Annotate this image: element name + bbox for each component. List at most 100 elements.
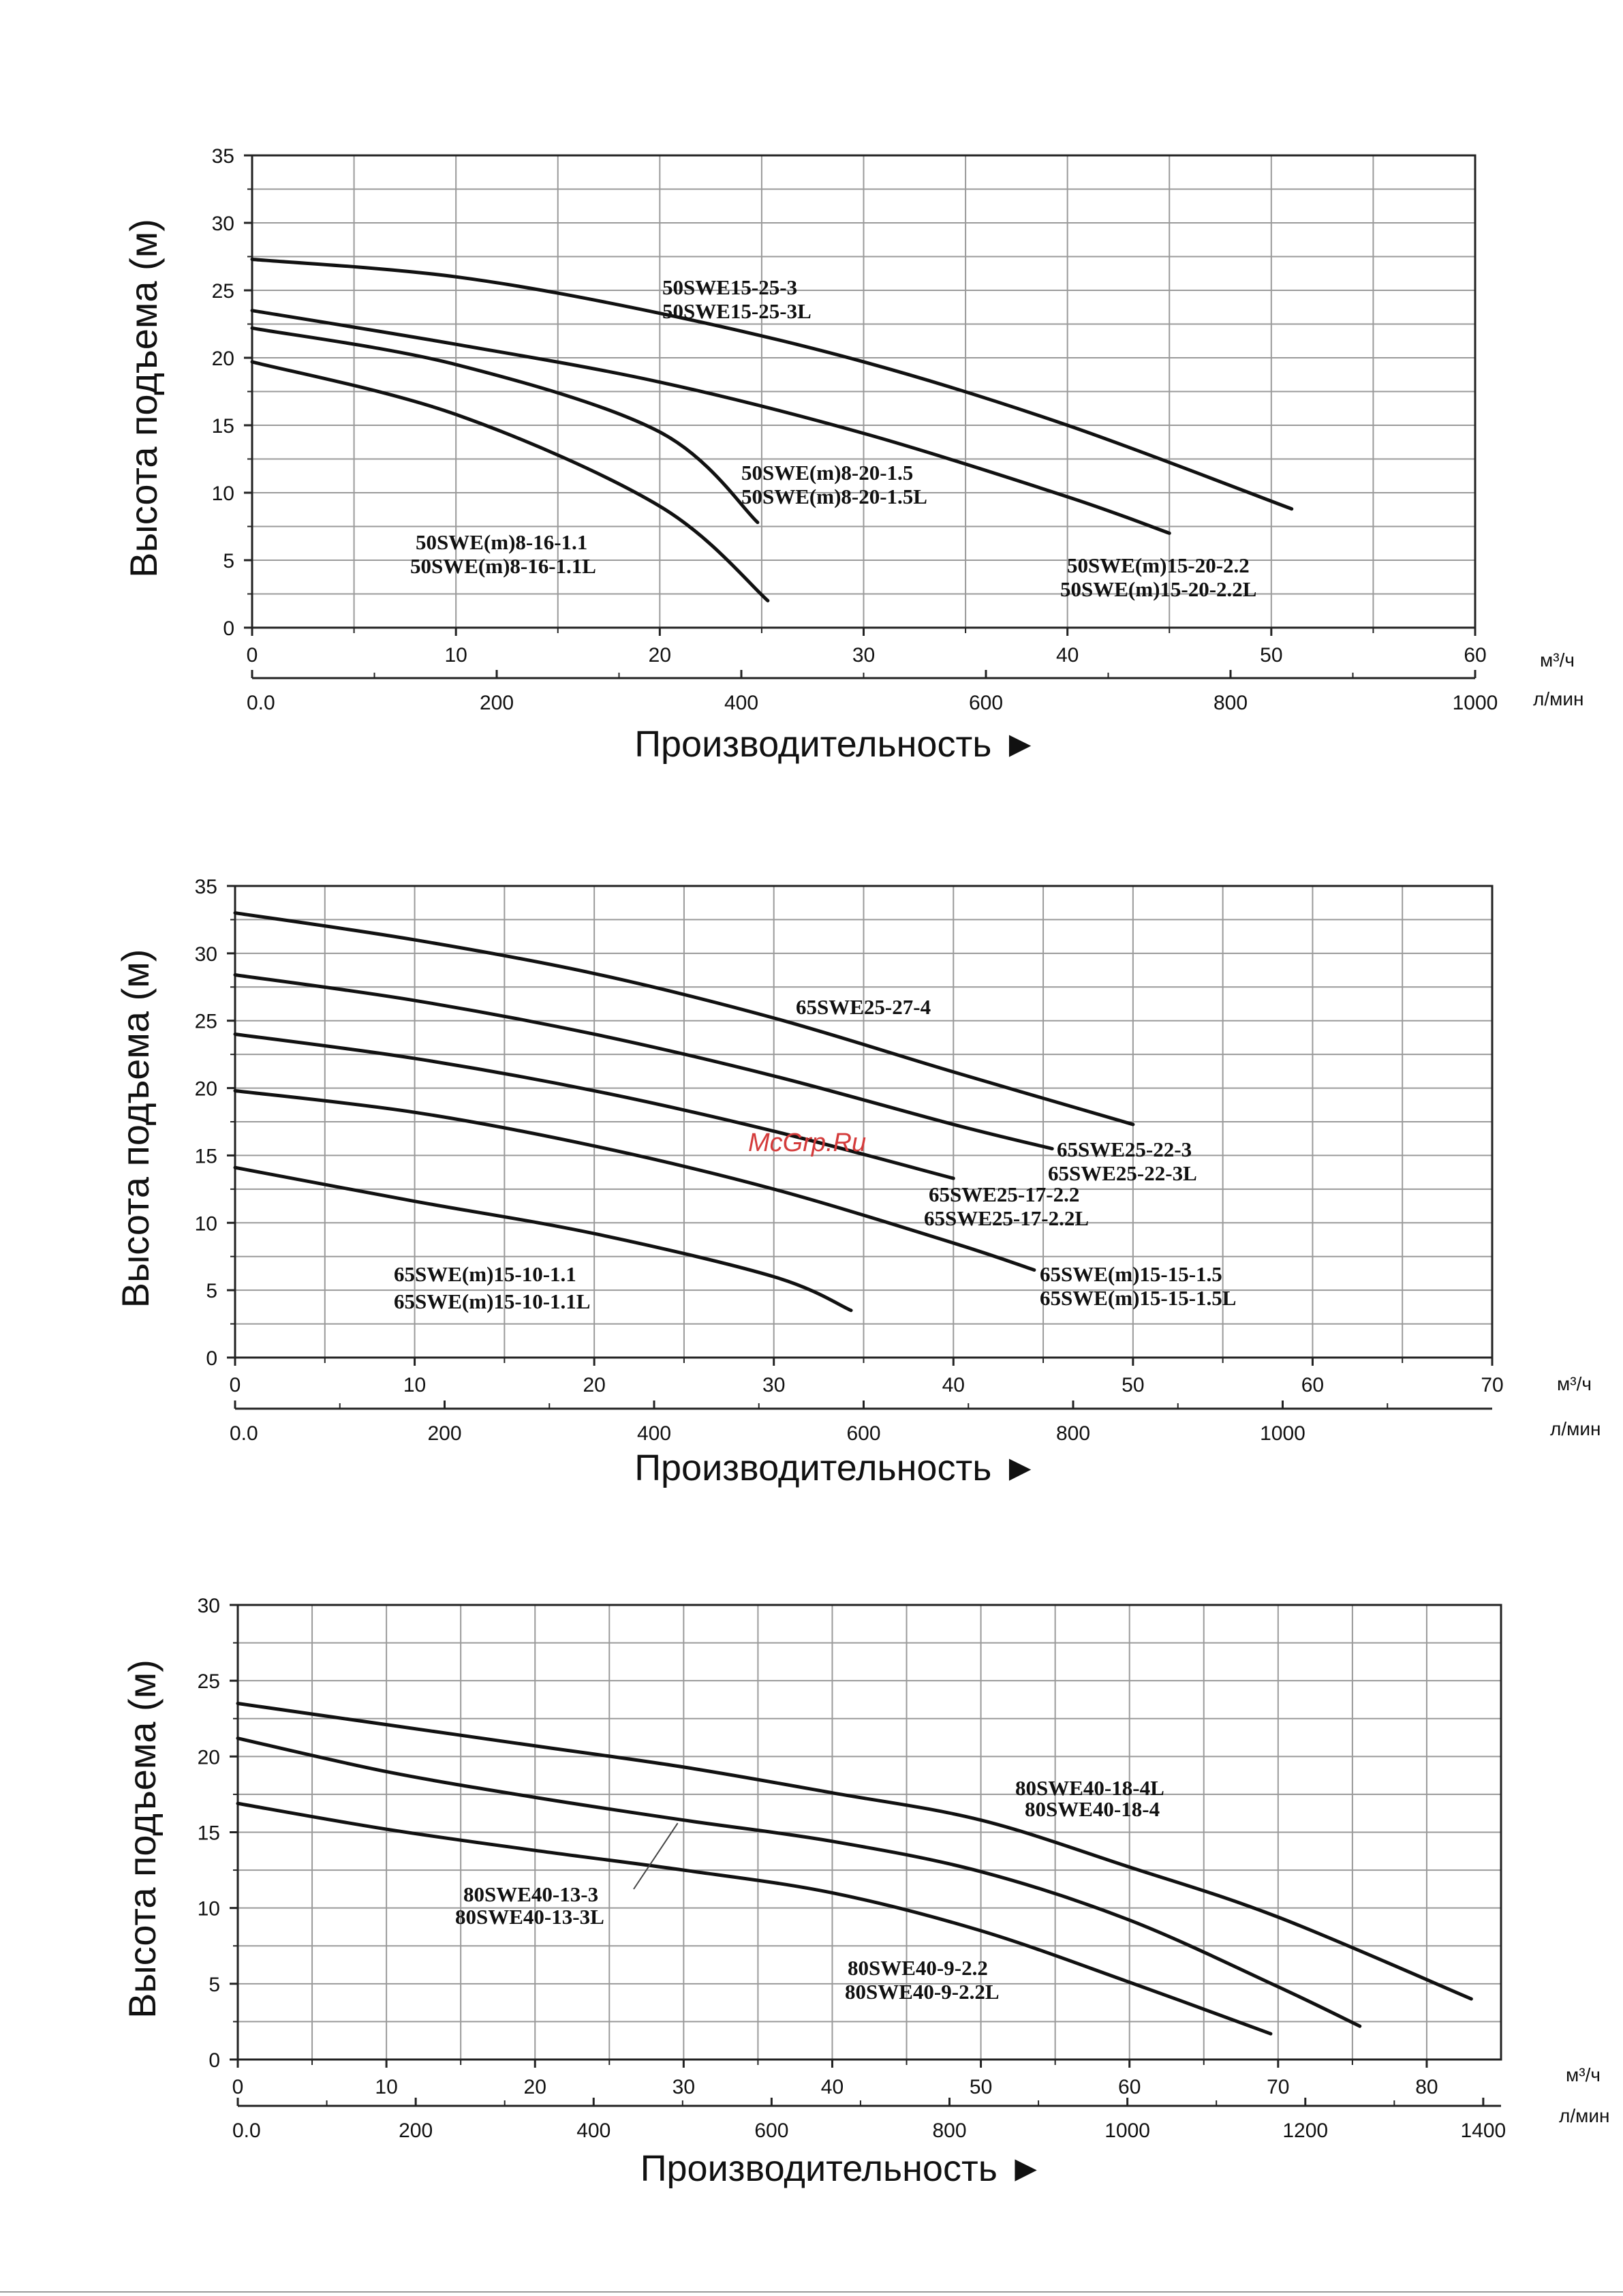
curve-label: 80SWE40-13-3L [455, 1905, 604, 1929]
x-tick-label: 70 [1481, 1374, 1503, 1396]
curve-label: 65SWE(m)15-10-1.1 [394, 1262, 576, 1286]
curve-label: 80SWE40-9-2.2 [848, 1956, 988, 1980]
curve-label: 80SWE40-13-3 [463, 1882, 598, 1906]
x2-tick-label: 600 [969, 692, 1003, 714]
curve-label: 65SWE(m)15-15-1.5L [1040, 1286, 1236, 1310]
x-axis-title: Производительность ► [640, 2148, 1045, 2189]
x-tick-label: 50 [1122, 1374, 1144, 1396]
curve-label: 50SWE15-25-3 [662, 275, 797, 299]
pump-curve-1 [250, 257, 1294, 511]
x2-unit-label: л/мин [1533, 688, 1583, 709]
x-tick-label: 80 [1415, 2076, 1438, 2098]
curve-label: 50SWE(m)15-20-2.2 [1067, 553, 1250, 577]
y-tick-label: 10 [212, 483, 234, 505]
y-axis-title: Высота подъема (м) [122, 219, 165, 578]
x-axis-title: Производительность ► [634, 724, 1038, 765]
curve-label: 65SWE25-27-4 [796, 995, 931, 1019]
x2-tick-label: 1000 [1104, 2119, 1150, 2142]
x-tick-label: 40 [821, 2076, 844, 2098]
pump-curve-3 [236, 1801, 1273, 2036]
y-tick-label: 25 [195, 1011, 217, 1033]
x-tick-label: 20 [524, 2076, 546, 2098]
y-axis-title: Высота подъема (м) [121, 1659, 164, 2019]
watermark-text: McGrp.Ru [748, 1129, 867, 1157]
y-tick-label: 10 [195, 1212, 217, 1235]
y-tick-label: 15 [198, 1822, 220, 1845]
x-tick-label: 60 [1464, 644, 1486, 667]
x-tick-label: 30 [762, 1374, 785, 1396]
x2-tick-label: 400 [637, 1422, 671, 1445]
pump-curve-4 [233, 1089, 1036, 1272]
x-unit-label: м³/ч [1566, 2064, 1601, 2085]
pump-curve-2 [236, 1736, 1362, 2028]
curve-label: 65SWE25-22-3L [1048, 1161, 1197, 1185]
pump-curve-4 [250, 360, 770, 602]
y-tick-label: 15 [212, 415, 234, 438]
y-tick-label: 10 [198, 1898, 220, 1920]
x2-tick-label: 0.0 [232, 2119, 261, 2142]
y-tick-label: 30 [195, 943, 217, 966]
curve-label: 65SWE25-22-3 [1057, 1137, 1192, 1161]
curve-label: 65SWE25-17-2.2L [924, 1206, 1089, 1230]
x-tick-label: 30 [852, 644, 875, 667]
pump-curve-1 [233, 911, 1135, 1127]
curve-label: 80SWE40-9-2.2L [845, 1980, 1000, 2004]
x2-unit-label: л/мин [1559, 2105, 1609, 2126]
curve-label: 65SWE25-17-2.2 [929, 1182, 1079, 1206]
x-axis-title: Производительность ► [634, 1448, 1038, 1488]
x2-unit-label: л/мин [1550, 1418, 1601, 1439]
y-tick-label: 5 [206, 1280, 217, 1302]
x2-tick-label: 600 [846, 1422, 880, 1445]
curve-label: 50SWE(m)8-16-1.1L [410, 554, 596, 578]
curve-label: 65SWE(m)15-10-1.1L [394, 1289, 590, 1313]
x-unit-label: м³/ч [1540, 649, 1575, 671]
x2-tick-label: 1400 [1461, 2119, 1506, 2142]
y-tick-label: 20 [212, 348, 234, 370]
x2-tick-label: 200 [427, 1422, 461, 1445]
y-tick-label: 5 [223, 550, 234, 572]
curve-label: 50SWE(m)8-16-1.1 [416, 530, 587, 554]
x-tick-label: 60 [1118, 2076, 1141, 2098]
x-tick-label: 30 [673, 2076, 695, 2098]
x-tick-label: 10 [375, 2076, 397, 2098]
y-tick-label: 35 [195, 876, 217, 898]
x-tick-label: 40 [1056, 644, 1079, 667]
x2-tick-label: 0.0 [247, 692, 275, 714]
x2-tick-label: 400 [724, 692, 758, 714]
y-tick-label: 25 [198, 1670, 220, 1693]
pump-curve-3 [233, 1032, 955, 1180]
y-tick-label: 35 [212, 145, 234, 168]
x2-tick-label: 1200 [1282, 2119, 1328, 2142]
x2-tick-label: 800 [1214, 692, 1248, 714]
y-tick-label: 0 [208, 2049, 220, 2072]
y-axis-title: Высота подъема (м) [114, 949, 157, 1308]
x2-tick-label: 1000 [1453, 692, 1498, 714]
y-tick-label: 20 [198, 1746, 220, 1769]
pump-curve-2 [233, 973, 1054, 1151]
x-tick-label: 20 [583, 1374, 605, 1396]
x2-tick-label: 1000 [1260, 1422, 1305, 1445]
x2-tick-label: 200 [399, 2119, 433, 2142]
page-bottom-rule [0, 2291, 1623, 2293]
x-tick-label: 10 [444, 644, 467, 667]
y-tick-label: 5 [208, 1974, 220, 1996]
y-tick-label: 0 [206, 1347, 217, 1370]
pump-curve-3 [250, 326, 760, 525]
x-tick-label: 0 [247, 644, 258, 667]
pump-curve-1 [236, 1702, 1473, 2001]
x2-tick-label: 800 [932, 2119, 966, 2142]
y-tick-label: 30 [198, 1595, 220, 1617]
y-tick-label: 30 [212, 213, 234, 235]
label-leader-line [633, 1822, 679, 1890]
x-tick-label: 0 [232, 2076, 244, 2098]
curve-label: 50SWE(m)8-20-1.5L [741, 485, 927, 508]
x-tick-label: 70 [1267, 2076, 1289, 2098]
x-unit-label: м³/ч [1557, 1373, 1592, 1394]
y-tick-label: 20 [195, 1078, 217, 1101]
curve-label: 50SWE15-25-3L [662, 299, 812, 323]
x-tick-label: 10 [403, 1374, 426, 1396]
y-tick-label: 0 [223, 617, 234, 640]
x2-tick-label: 800 [1056, 1422, 1090, 1445]
x-tick-label: 60 [1301, 1374, 1324, 1396]
